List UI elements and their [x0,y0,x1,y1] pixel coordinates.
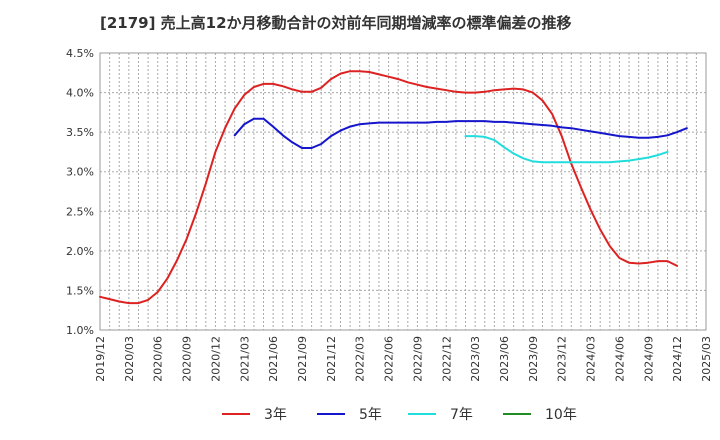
x-tick-label: 2020/06 [152,336,165,382]
x-tick-label: 2023/09 [527,336,540,382]
x-tick-label: 2022/06 [383,336,396,382]
x-tick-label: 2024/06 [613,336,626,382]
series-line-5年 [233,117,688,149]
x-tick-label: 2020/09 [181,336,194,382]
y-axis-ticks: 1.0% 1.5% 2.0% 2.5% 3.0% 3.5% 4.0% 4.5% [66,47,94,337]
x-tick-label: 2020/12 [209,336,222,382]
y-tick-label: 1.0% [66,324,94,337]
series-lines [99,70,688,305]
y-tick-label: 2.5% [66,205,94,218]
x-tick-label: 2024/09 [642,336,655,382]
x-tick-label: 2025/03 [700,336,713,382]
x-tick-label: 2024/03 [585,336,598,382]
legend: 3年 5年 7年 10年 [222,407,577,423]
x-axis-ticks: 2019/12 2020/03 2020/06 2020/09 2020/12 2021/… [94,336,713,382]
y-tick-label: 4.5% [66,47,94,60]
plot-frame [99,52,707,331]
x-tick-label: 2021/09 [296,336,309,382]
x-tick-label: 2022/12 [440,336,453,382]
x-tick-label: 2021/12 [325,336,338,382]
legend-label: 3年 [264,407,287,423]
x-tick-label: 2019/12 [94,336,107,382]
y-tick-label: 3.5% [66,126,94,139]
series-line-7年 [464,135,669,164]
y-tick-label: 1.5% [66,284,94,297]
grid-lines [100,53,706,330]
x-tick-label: 2021/03 [238,336,251,382]
y-tick-label: 4.0% [66,87,94,100]
x-tick-label: 2022/03 [354,336,367,382]
series-line-3年 [99,70,679,305]
x-tick-label: 2021/06 [267,336,280,382]
legend-label: 10年 [545,407,577,423]
x-tick-label: 2023/03 [469,336,482,382]
x-tick-label: 2022/09 [411,336,424,382]
y-tick-label: 3.0% [66,166,94,179]
y-tick-label: 2.0% [66,245,94,258]
x-tick-label: 2020/03 [123,336,136,382]
legend-label: 7年 [450,407,473,423]
chart-title: [2179] 売上高12か月移動合計の対前年同期増減率の標準偏差の推移 [100,14,572,32]
x-tick-label: 2024/12 [671,336,684,382]
x-tick-label: 2023/12 [556,336,569,382]
x-tick-label: 2023/06 [498,336,511,382]
legend-label: 5年 [359,407,382,423]
